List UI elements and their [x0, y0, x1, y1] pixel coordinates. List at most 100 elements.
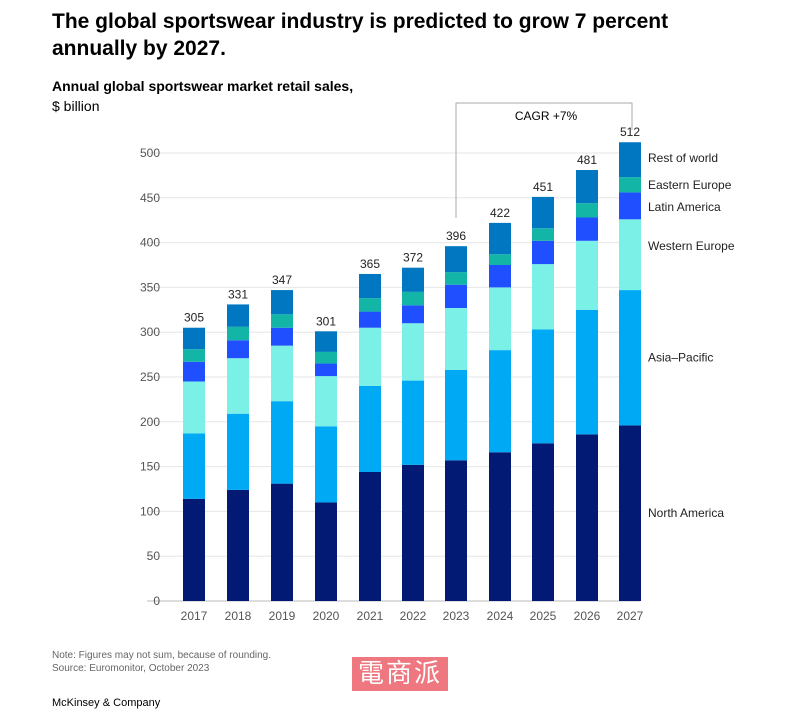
total-label: 372: [403, 251, 423, 265]
y-tick-label: 200: [140, 415, 160, 429]
total-label: 301: [316, 314, 336, 328]
legend-label: Latin America: [648, 200, 721, 214]
bar-segment-north-america-2027: [619, 425, 641, 601]
bar-segment-asia-pacific-2022: [402, 380, 424, 465]
y-tick-label: 450: [140, 191, 160, 205]
bar-segment-asia-pacific-2020: [315, 426, 337, 503]
unit-label: $ billion: [52, 98, 100, 114]
x-tick-label: 2025: [530, 609, 557, 623]
bar-segment-eastern-europe-2017: [183, 349, 205, 362]
subtitle-text: Annual global sportswear market retail s…: [52, 78, 354, 94]
bar-segment-rest-of-world-2022: [402, 267, 424, 292]
bar-segment-latin-america-2022: [402, 305, 424, 324]
bar-segment-western-europe-2027: [619, 219, 641, 291]
bar-segment-western-europe-2023: [445, 308, 467, 370]
bar-segment-rest-of-world-2026: [576, 170, 598, 204]
bar-segment-latin-america-2024: [489, 265, 511, 288]
brand-label: McKinsey & Company: [52, 697, 161, 709]
bar-segment-north-america-2022: [402, 464, 424, 601]
bar-segment-asia-pacific-2023: [445, 369, 467, 461]
bar-segment-north-america-2025: [532, 443, 554, 601]
bar-segment-asia-pacific-2027: [619, 290, 641, 426]
bar-segment-latin-america-2021: [359, 311, 381, 328]
y-tick-label: 50: [147, 549, 161, 563]
x-tick-label: 2019: [269, 609, 296, 623]
total-label: 305: [184, 311, 204, 325]
bar-segment-rest-of-world-2025: [532, 196, 554, 229]
y-tick-label: 0: [153, 594, 160, 608]
total-label: 331: [228, 287, 248, 301]
bar-segment-asia-pacific-2017: [183, 433, 205, 499]
bar-segment-rest-of-world-2024: [489, 222, 511, 255]
cagr-label: CAGR +7%: [515, 109, 578, 123]
bar-segment-eastern-europe-2026: [576, 203, 598, 218]
bar-segment-latin-america-2026: [576, 217, 598, 241]
bar-segment-north-america-2020: [315, 502, 337, 601]
source-text: Source: Euromonitor, October 2023: [52, 663, 210, 674]
bar-segment-latin-america-2018: [227, 340, 249, 359]
bar-segment-eastern-europe-2018: [227, 326, 249, 341]
bar-segment-latin-america-2025: [532, 240, 554, 265]
bar-segment-north-america-2019: [271, 483, 293, 601]
x-tick-label: 2023: [443, 609, 470, 623]
bar-segment-eastern-europe-2023: [445, 272, 467, 285]
bar-segment-western-europe-2024: [489, 287, 511, 351]
total-label: 365: [360, 257, 380, 271]
legend-label: North America: [648, 506, 724, 520]
bar-segment-latin-america-2023: [445, 284, 467, 309]
bar-segment-latin-america-2027: [619, 192, 641, 220]
chart-title: The global sportswear industry is predic…: [52, 10, 669, 60]
bar-segment-rest-of-world-2023: [445, 246, 467, 273]
bar-segment-eastern-europe-2019: [271, 314, 293, 328]
y-tick-label: 100: [140, 504, 160, 518]
bar-segment-north-america-2026: [576, 434, 598, 601]
bar-segment-western-europe-2018: [227, 358, 249, 414]
total-label: 451: [533, 180, 553, 194]
bar-segment-western-europe-2019: [271, 345, 293, 402]
bar-segment-asia-pacific-2024: [489, 350, 511, 453]
y-tick-label: 350: [140, 280, 160, 294]
bar-segment-western-europe-2025: [532, 264, 554, 330]
bar-segment-north-america-2017: [183, 498, 205, 601]
y-tick-label: 250: [140, 370, 160, 384]
bar-segment-rest-of-world-2027: [619, 142, 641, 178]
bar-segment-eastern-europe-2020: [315, 351, 337, 364]
bar-segment-asia-pacific-2026: [576, 309, 598, 435]
x-tick-label: 2027: [617, 609, 644, 623]
bar-segment-western-europe-2022: [402, 323, 424, 381]
bar-segment-western-europe-2020: [315, 376, 337, 427]
total-label: 396: [446, 229, 466, 243]
bar-segment-latin-america-2017: [183, 361, 205, 382]
x-tick-label: 2018: [225, 609, 252, 623]
y-tick-label: 150: [140, 460, 160, 474]
bar-segment-north-america-2021: [359, 471, 381, 601]
bar-segment-western-europe-2021: [359, 327, 381, 386]
bar-segment-asia-pacific-2021: [359, 385, 381, 472]
x-tick-label: 2020: [313, 609, 340, 623]
cagr-bracket: CAGR +7%: [455, 102, 633, 218]
y-tick-label: 300: [140, 325, 160, 339]
legend-label: Rest of world: [648, 151, 718, 165]
bar-segment-latin-america-2019: [271, 327, 293, 346]
total-label: 347: [272, 273, 292, 287]
bar-segment-rest-of-world-2019: [271, 290, 293, 315]
note-text: Note: Figures may not sum, because of ro…: [52, 650, 272, 661]
watermark-stamp: 電商派: [352, 657, 448, 691]
x-tick-label: 2021: [357, 609, 384, 623]
bar-segment-north-america-2023: [445, 460, 467, 601]
bar-segment-rest-of-world-2021: [359, 273, 381, 299]
bar-segment-rest-of-world-2020: [315, 331, 337, 352]
bar-segment-western-europe-2017: [183, 381, 205, 434]
bar-segment-eastern-europe-2021: [359, 298, 381, 312]
legend-label: Eastern Europe: [648, 178, 732, 192]
total-label: 422: [490, 206, 510, 220]
bar-segment-asia-pacific-2025: [532, 329, 554, 444]
bar-segment-rest-of-world-2017: [183, 327, 205, 350]
total-label: 481: [577, 153, 597, 167]
chart-subtitle: Annual global sportswear market retail s…: [52, 76, 353, 116]
bar-segment-western-europe-2026: [576, 240, 598, 310]
legend-label: Western Europe: [648, 239, 735, 253]
footnote: Note: Figures may not sum, because of ro…: [52, 649, 271, 675]
total-label: 512: [620, 125, 640, 139]
